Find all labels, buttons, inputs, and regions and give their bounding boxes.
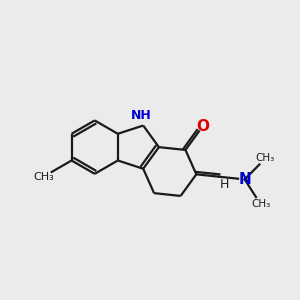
Text: NH: NH: [131, 110, 152, 122]
Text: N: N: [238, 172, 251, 187]
Text: CH₃: CH₃: [33, 172, 54, 182]
Text: H: H: [219, 178, 229, 191]
Text: CH₃: CH₃: [251, 199, 270, 209]
Text: O: O: [196, 118, 209, 134]
Text: CH₃: CH₃: [256, 153, 275, 163]
